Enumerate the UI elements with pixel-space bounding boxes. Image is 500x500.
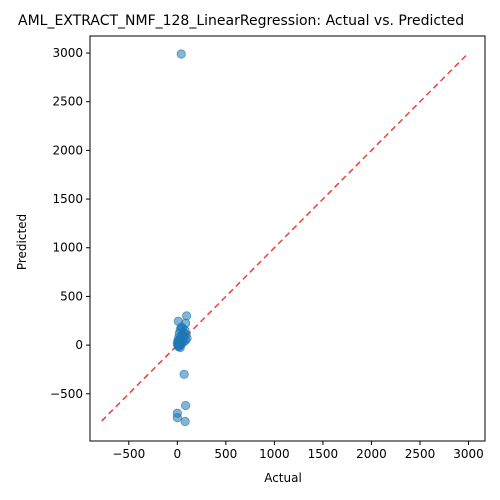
x-tick-label: 3000 xyxy=(453,447,484,461)
x-axis: −500 0 500 1000 1500 2000 2500 3000 xyxy=(112,441,484,461)
y-tick-label: 500 xyxy=(60,289,83,303)
data-point xyxy=(180,416,190,427)
x-tick-label: 0 xyxy=(174,447,182,461)
y-axis-title: Predicted xyxy=(15,214,29,270)
plot-frame xyxy=(89,35,486,442)
x-tick-label: 2500 xyxy=(405,447,436,461)
data-point xyxy=(180,400,191,411)
x-tick-label: 2000 xyxy=(356,447,387,461)
data-point xyxy=(172,413,182,423)
y-tick-label: 1000 xyxy=(52,241,83,255)
x-tick-label: 1500 xyxy=(308,447,339,461)
data-point xyxy=(176,49,186,59)
reference-line xyxy=(101,54,468,422)
x-tick-label: 1000 xyxy=(259,447,290,461)
data-point xyxy=(179,369,189,379)
y-tick-label: 1500 xyxy=(52,192,83,206)
data-point xyxy=(175,342,185,353)
x-tick-label: 500 xyxy=(214,447,237,461)
y-axis: −500 0 500 1000 1500 2000 2500 3000 xyxy=(50,46,90,401)
y-tick-label: 0 xyxy=(75,338,83,352)
y-tick-label: −500 xyxy=(50,387,83,401)
x-tick-label: −500 xyxy=(112,447,145,461)
x-axis-title: Actual xyxy=(264,471,302,485)
y-tick-label: 3000 xyxy=(52,46,83,60)
y-tick-label: 2500 xyxy=(52,95,83,109)
plot-area xyxy=(101,49,468,427)
chart-title: AML_EXTRACT_NMF_128_LinearRegression: Ac… xyxy=(18,13,464,29)
y-tick-label: 2000 xyxy=(52,143,83,157)
